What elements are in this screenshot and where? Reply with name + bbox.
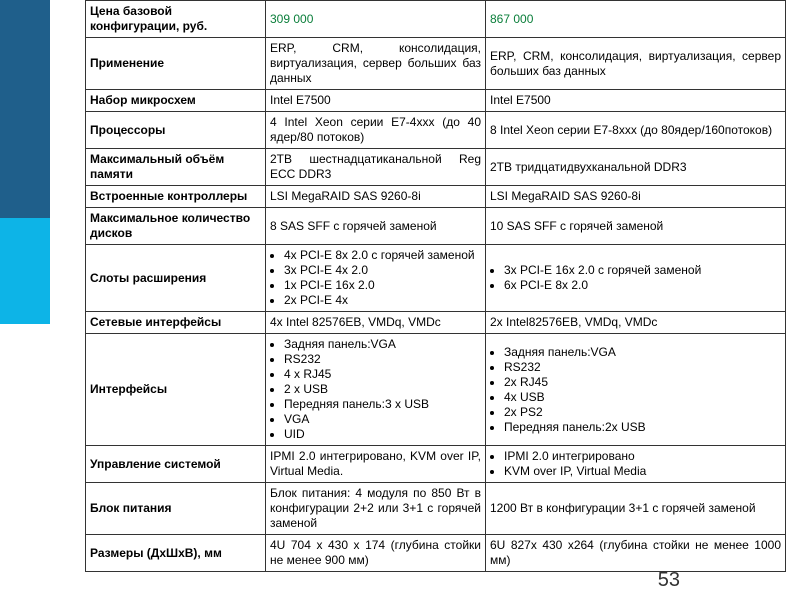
row-cell: Блок питания: 4 модуля по 850 Вт в конфи… bbox=[266, 483, 486, 535]
table-row: Сетевые интерфейсы4x Intel 82576EB, VMDq… bbox=[86, 312, 786, 334]
sidebar-light bbox=[0, 218, 50, 324]
row-cell: 8 SAS SFF с горячей заменой bbox=[266, 208, 486, 245]
table-row: Максимальный объём памяти2ТВ шестнадцати… bbox=[86, 149, 786, 186]
row-cell: 6U 827х 430 х264 (глубина стойки не мене… bbox=[486, 535, 786, 572]
list-item: Задняя панель:VGA bbox=[504, 345, 781, 360]
row-label: Цена базовой конфигурации, руб. bbox=[86, 1, 266, 38]
bullet-list: Задняя панель:VGARS2324 x RJ452 x USBПер… bbox=[270, 337, 481, 442]
list-item: 2x RJ45 bbox=[504, 375, 781, 390]
row-cell: IPMI 2.0 интегрировано, KVM over IP, Vir… bbox=[266, 446, 486, 483]
table-row: Размеры (ДxШxВ), мм4U 704 х 430 х 174 (г… bbox=[86, 535, 786, 572]
row-cell: 4U 704 х 430 х 174 (глубина стойки не ме… bbox=[266, 535, 486, 572]
table-row: ПрименениеERP, CRM, консолидация, виртуа… bbox=[86, 38, 786, 90]
table-row: Процессоры4 Intel Xeon серии E7-4xxx (до… bbox=[86, 112, 786, 149]
row-label: Встроенные контроллеры bbox=[86, 186, 266, 208]
bullet-list: IPMI 2.0 интегрированоKVM over IP, Virtu… bbox=[490, 449, 781, 479]
row-label: Набор микросхем bbox=[86, 90, 266, 112]
row-cell: 4x Intel 82576EB, VMDq, VMDc bbox=[266, 312, 486, 334]
list-item: 4x USB bbox=[504, 390, 781, 405]
row-cell: LSI MegaRAID SAS 9260-8i bbox=[266, 186, 486, 208]
list-item: UID bbox=[284, 427, 481, 442]
row-cell: 1200 Вт в конфигурации 3+1 с горячей зам… bbox=[486, 483, 786, 535]
row-cell: 2ТВ шестнадцатиканальной Reg ECC DDR3 bbox=[266, 149, 486, 186]
row-cell: 2ТВ тридцатидвухканальной DDR3 bbox=[486, 149, 786, 186]
row-label: Максимальное количество дисков bbox=[86, 208, 266, 245]
row-cell: Intel E7500 bbox=[266, 90, 486, 112]
list-item: VGA bbox=[284, 412, 481, 427]
list-item: KVM over IP, Virtual Media bbox=[504, 464, 781, 479]
table-row: Максимальное количество дисков8 SAS SFF … bbox=[86, 208, 786, 245]
row-cell: 309 000 bbox=[266, 1, 486, 38]
list-item: 4 x RJ45 bbox=[284, 367, 481, 382]
row-label: Размеры (ДxШxВ), мм bbox=[86, 535, 266, 572]
list-item: Задняя панель:VGA bbox=[284, 337, 481, 352]
row-cell: 3x PCI-E 16x 2.0 с горячей заменой6x PCI… bbox=[486, 245, 786, 312]
content-area: Цена базовой конфигурации, руб.309 00086… bbox=[85, 0, 785, 572]
row-label: Применение bbox=[86, 38, 266, 90]
list-item: 4x PCI-E 8x 2.0 с горячей заменой bbox=[284, 248, 481, 263]
list-item: 3x PCI-E 16x 2.0 с горячей заменой bbox=[504, 263, 781, 278]
row-label: Блок питания bbox=[86, 483, 266, 535]
sidebar-dark bbox=[0, 0, 50, 218]
list-item: 1x PCI-E 16x 2.0 bbox=[284, 278, 481, 293]
row-label: Сетевые интерфейсы bbox=[86, 312, 266, 334]
table-row: Цена базовой конфигурации, руб.309 00086… bbox=[86, 1, 786, 38]
row-label: Управление системой bbox=[86, 446, 266, 483]
bullet-list: 3x PCI-E 16x 2.0 с горячей заменой6x PCI… bbox=[490, 263, 781, 293]
row-cell: 867 000 bbox=[486, 1, 786, 38]
list-item: 3x PCI-E 4x 2.0 bbox=[284, 263, 481, 278]
list-item: 6x PCI-E 8x 2.0 bbox=[504, 278, 781, 293]
list-item: RS232 bbox=[504, 360, 781, 375]
list-item: Передняя панель:3 x USB bbox=[284, 397, 481, 412]
list-item: IPMI 2.0 интегрировано bbox=[504, 449, 781, 464]
list-item: Передняя панель:2x USB bbox=[504, 420, 781, 435]
row-cell: 10 SAS SFF с горячей заменой bbox=[486, 208, 786, 245]
list-item: 2x PS2 bbox=[504, 405, 781, 420]
table-row: Набор микросхемIntel E7500Intel E7500 bbox=[86, 90, 786, 112]
list-item: RS232 bbox=[284, 352, 481, 367]
row-cell: Задняя панель:VGARS2324 x RJ452 x USBПер… bbox=[266, 334, 486, 446]
table-row: ИнтерфейсыЗадняя панель:VGARS2324 x RJ45… bbox=[86, 334, 786, 446]
table-row: Управление системойIPMI 2.0 интегрирован… bbox=[86, 446, 786, 483]
table-row: Слоты расширения4x PCI-E 8x 2.0 с горяче… bbox=[86, 245, 786, 312]
list-item: 2x PCI-E 4x bbox=[284, 293, 481, 308]
row-label: Интерфейсы bbox=[86, 334, 266, 446]
spec-table: Цена базовой конфигурации, руб.309 00086… bbox=[85, 0, 786, 572]
row-label: Максимальный объём памяти bbox=[86, 149, 266, 186]
row-cell: 4 Intel Xeon серии E7-4xxx (до 40 ядер/8… bbox=[266, 112, 486, 149]
row-cell: Задняя панель:VGARS2322x RJ454x USB2x PS… bbox=[486, 334, 786, 446]
page-number: 53 bbox=[658, 569, 680, 592]
row-label: Процессоры bbox=[86, 112, 266, 149]
bullet-list: 4x PCI-E 8x 2.0 с горячей заменой3x PCI-… bbox=[270, 248, 481, 308]
row-cell: 8 Intel Xeon серии E7-8xxx (до 80ядер/16… bbox=[486, 112, 786, 149]
row-cell: Intel E7500 bbox=[486, 90, 786, 112]
list-item: 2 x USB bbox=[284, 382, 481, 397]
row-cell: ERP, CRM, консолидация, виртуализация, с… bbox=[486, 38, 786, 90]
bullet-list: Задняя панель:VGARS2322x RJ454x USB2x PS… bbox=[490, 345, 781, 435]
table-row: Встроенные контроллерыLSI MegaRAID SAS 9… bbox=[86, 186, 786, 208]
row-cell: LSI MegaRAID SAS 9260-8i bbox=[486, 186, 786, 208]
row-cell: 2x Intel82576EB, VMDq, VMDc bbox=[486, 312, 786, 334]
row-label: Слоты расширения bbox=[86, 245, 266, 312]
row-cell: ERP, CRM, консолидация, виртуализация, с… bbox=[266, 38, 486, 90]
row-cell: IPMI 2.0 интегрированоKVM over IP, Virtu… bbox=[486, 446, 786, 483]
row-cell: 4x PCI-E 8x 2.0 с горячей заменой3x PCI-… bbox=[266, 245, 486, 312]
table-row: Блок питанияБлок питания: 4 модуля по 85… bbox=[86, 483, 786, 535]
